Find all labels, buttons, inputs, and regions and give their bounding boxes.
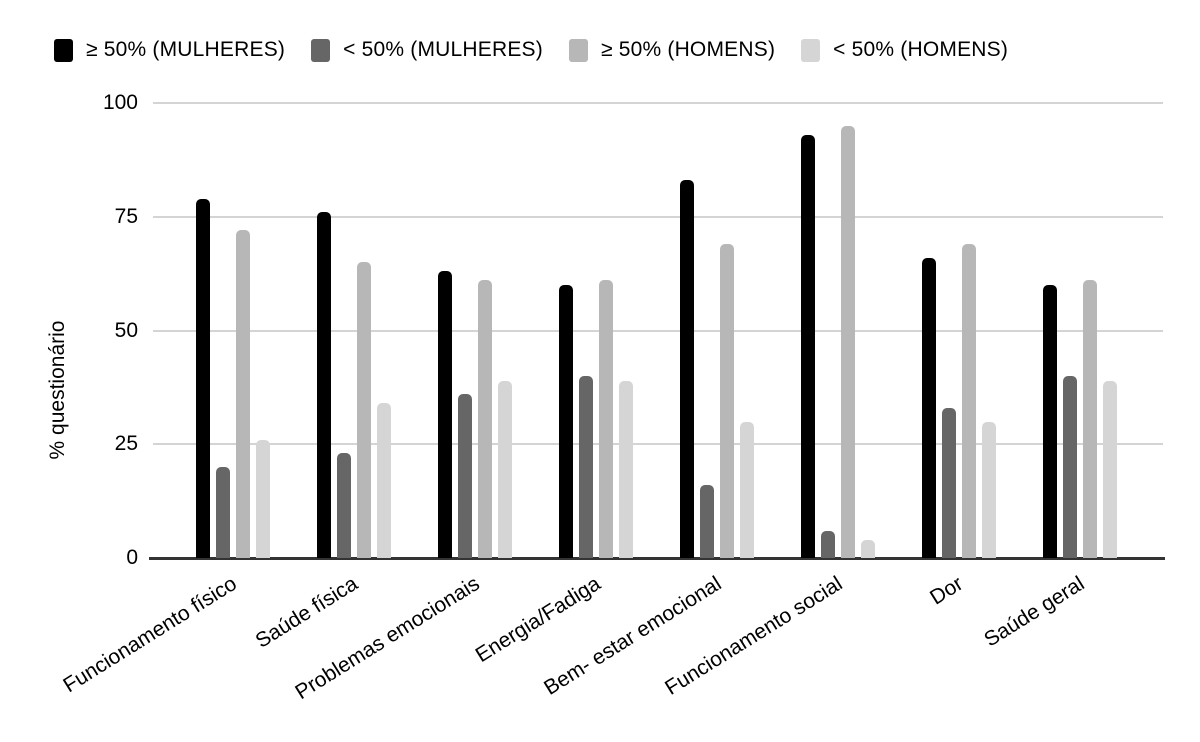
bar-ge50-mulheres [680, 180, 694, 558]
legend-item: ≥ 50% (MULHERES) [54, 38, 285, 62]
bar-ge50-homens [962, 244, 976, 558]
x-tick-label: Dor [926, 572, 968, 610]
bar-lt50-homens [377, 403, 391, 558]
bar-lt50-mulheres [821, 530, 835, 558]
bar-ge50-homens [841, 125, 855, 558]
y-tick-label: 75 [114, 204, 138, 228]
bar-ge50-homens [357, 262, 371, 558]
bar-lt50-mulheres [1063, 376, 1077, 558]
legend-swatch-icon [54, 38, 73, 62]
gridline [153, 443, 1163, 446]
bar-lt50-mulheres [942, 407, 956, 558]
bar-ge50-mulheres [922, 257, 936, 558]
bar-lt50-mulheres [216, 467, 230, 558]
y-tick-label: 25 [114, 432, 138, 456]
bar-ge50-mulheres [801, 134, 815, 558]
bar-ge50-homens [1083, 280, 1097, 558]
x-axis-line [149, 556, 1165, 560]
chart-legend: ≥ 50% (MULHERES) < 50% (MULHERES) ≥ 50% (H… [54, 38, 1008, 62]
bar-lt50-homens [982, 421, 996, 558]
plot-area: 0 25 50 75 100 [103, 92, 1165, 569]
bar-lt50-mulheres [337, 453, 351, 558]
bar-lt50-homens [256, 439, 270, 558]
bar-ge50-homens [599, 280, 613, 558]
y-tick-label: 50 [114, 318, 138, 342]
legend-item: < 50% (MULHERES) [311, 38, 543, 62]
legend-label: ≥ 50% (MULHERES) [86, 38, 286, 61]
y-tick-label: 0 [126, 546, 138, 569]
bar-lt50-homens [619, 380, 633, 558]
legend-label: < 50% (MULHERES) [343, 38, 543, 61]
legend-label: ≥ 50% (HOMENS) [600, 38, 776, 61]
bar-ge50-mulheres [317, 212, 331, 558]
legend-label: < 50% (HOMENS) [833, 38, 1009, 61]
bar-lt50-mulheres [579, 376, 593, 558]
bar-lt50-homens [861, 539, 875, 558]
gridline [153, 102, 1163, 104]
bar-lt50-mulheres [458, 394, 472, 558]
bar-ge50-mulheres [1043, 285, 1057, 558]
legend-swatch-icon [801, 38, 821, 62]
bar-ge50-homens [720, 244, 734, 558]
gridline [153, 329, 1163, 332]
bar-lt50-mulheres [700, 485, 714, 558]
bar-lt50-homens [1103, 380, 1117, 558]
x-tick-label: Saúde geral [979, 572, 1089, 652]
legend-item: < 50% (HOMENS) [801, 38, 1008, 62]
bar-ge50-mulheres [438, 271, 452, 558]
bar-lt50-homens [498, 380, 512, 558]
legend-swatch-icon [568, 38, 588, 62]
legend-item: ≥ 50% (HOMENS) [568, 38, 776, 62]
bar-ge50-homens [478, 280, 492, 558]
x-tick-label: Saúde física [251, 572, 363, 653]
gridline [153, 215, 1163, 218]
bar-ge50-mulheres [196, 198, 210, 558]
bar-ge50-homens [236, 230, 250, 558]
bar-ge50-mulheres [559, 285, 573, 558]
x-tick-label: Funcionamento físico [59, 572, 242, 698]
legend-swatch-icon [311, 38, 331, 62]
bar-lt50-homens [740, 421, 754, 558]
y-tick-label: 100 [102, 91, 138, 114]
